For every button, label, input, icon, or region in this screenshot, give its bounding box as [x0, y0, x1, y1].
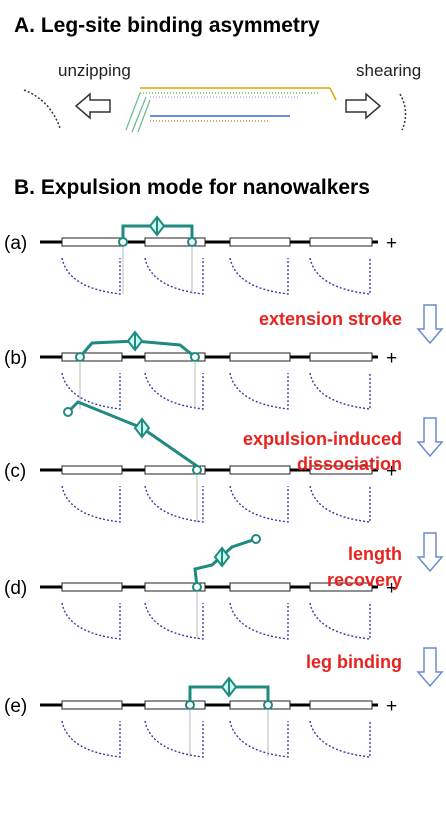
- energy-profile: [145, 373, 203, 409]
- energy-profile: [310, 258, 370, 294]
- site: [310, 353, 372, 361]
- row-label: (a): [4, 233, 27, 254]
- energy-profile: [310, 486, 370, 522]
- row-label: (b): [4, 348, 27, 369]
- walker-leg: [264, 701, 272, 709]
- energy-profile: [310, 721, 370, 757]
- walker-leg: [252, 535, 260, 543]
- walker-body: [68, 402, 197, 470]
- site: [310, 238, 372, 246]
- energy-profile: [230, 721, 288, 757]
- energy-profile: [230, 258, 288, 294]
- row-label: (d): [4, 578, 27, 599]
- site: [230, 353, 290, 361]
- diagram: A. Leg-site binding asymmetry unzipping …: [0, 0, 446, 816]
- walker-leg: [193, 466, 201, 474]
- walker-leg: [186, 701, 194, 709]
- plus-end: +: [386, 696, 397, 717]
- energy-profile: [62, 373, 120, 409]
- energy-profile: [62, 603, 120, 639]
- walker-hub: [128, 332, 142, 350]
- right-label: shearing: [356, 61, 421, 80]
- energy-profile: [62, 486, 120, 522]
- plus-end: +: [386, 348, 397, 369]
- walker-hub: [222, 678, 236, 696]
- walker-leg: [64, 408, 72, 416]
- step-label: expulsion-induced: [243, 429, 402, 449]
- walker-leg: [193, 583, 201, 591]
- energy-profile: [230, 373, 288, 409]
- step-label: dissociation: [297, 454, 402, 474]
- site: [230, 583, 290, 591]
- site: [62, 238, 122, 246]
- step-arrow: [418, 648, 442, 686]
- step-arrow: [418, 533, 442, 571]
- left-label: unzipping: [58, 61, 131, 80]
- site: [230, 238, 290, 246]
- site: [310, 701, 372, 709]
- energy-profile: [310, 603, 370, 639]
- panel-a-drawing: [24, 88, 406, 132]
- step-label: recovery: [327, 570, 402, 590]
- site: [62, 701, 122, 709]
- panel-a-title: A. Leg-site binding asymmetry: [14, 14, 320, 37]
- site: [62, 466, 122, 474]
- walker-leg: [191, 353, 199, 361]
- energy-profile: [145, 258, 203, 294]
- site: [230, 466, 290, 474]
- step-label: extension stroke: [259, 309, 402, 329]
- site: [230, 701, 290, 709]
- walker-leg: [188, 238, 196, 246]
- step-label: leg binding: [306, 652, 402, 672]
- energy-profile: [145, 721, 203, 757]
- energy-profile: [145, 603, 203, 639]
- step-arrow: [418, 418, 442, 456]
- walker-hub: [135, 419, 149, 437]
- step-label: length: [348, 544, 402, 564]
- panel-b-title: B. Expulsion mode for nanowalkers: [14, 176, 370, 199]
- energy-profile: [145, 486, 203, 522]
- site: [62, 353, 122, 361]
- walker-hub: [150, 217, 164, 235]
- site: [62, 583, 122, 591]
- energy-profile: [230, 603, 288, 639]
- plus-end: +: [386, 233, 397, 254]
- row-label: (e): [4, 696, 27, 717]
- walker-leg: [76, 353, 84, 361]
- row-label: (c): [4, 461, 26, 482]
- energy-profile: [230, 486, 288, 522]
- energy-profile: [62, 721, 120, 757]
- energy-profile: [310, 373, 370, 409]
- site: [145, 701, 205, 709]
- walker-leg: [119, 238, 127, 246]
- energy-profile: [62, 258, 120, 294]
- step-arrow: [418, 305, 442, 343]
